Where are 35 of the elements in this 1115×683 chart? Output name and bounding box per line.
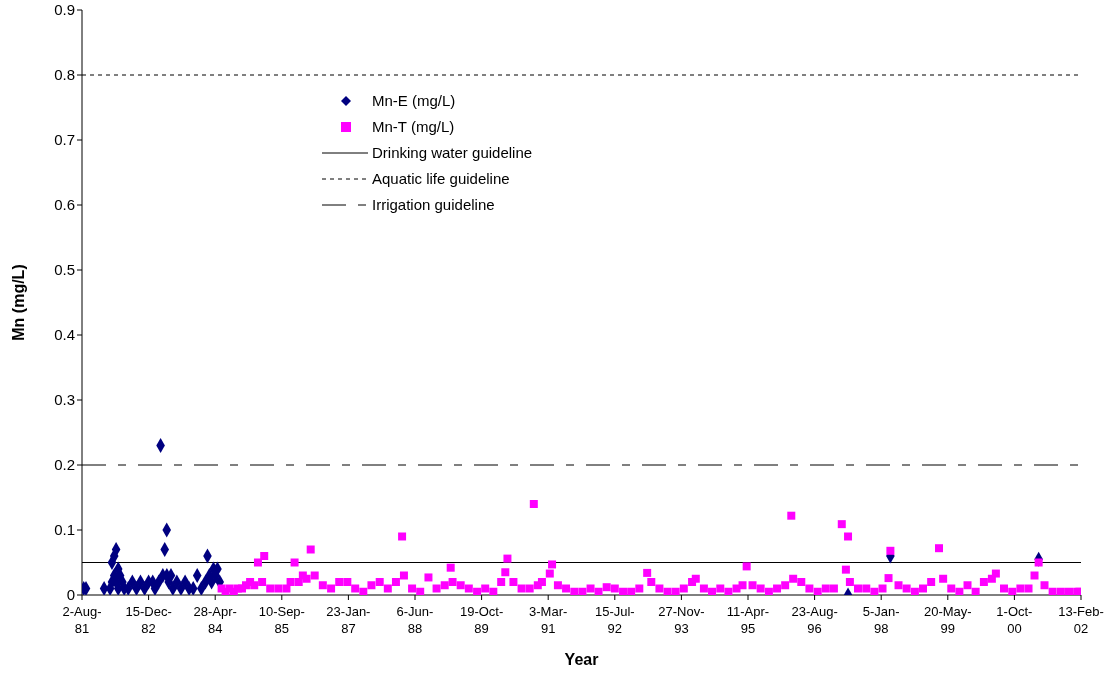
- x-tick-label: 6-Jun-88: [396, 604, 434, 636]
- point: [168, 581, 178, 595]
- x-tick-label: 1-Oct-00: [996, 604, 1033, 636]
- x-tick-label: 20-May-99: [923, 604, 972, 636]
- x-tick-label: 3-Mar-91: [529, 604, 568, 636]
- x-tick-label: 15-Jul-92: [594, 604, 635, 636]
- x-tick-label: 11-Apr-95: [726, 604, 770, 636]
- y-axis-title: Mn (mg/L): [9, 264, 27, 341]
- x-tick-label: 27-Nov-93: [658, 604, 705, 636]
- point: [176, 581, 186, 595]
- y-tick-label: 0.1: [54, 521, 75, 539]
- x-tick-label: 13-Feb-02: [1058, 604, 1104, 636]
- x-tick-label: 15-Dec-82: [125, 604, 172, 636]
- x-tick-label: 23-Aug-96: [791, 604, 838, 636]
- x-tick-label: 2-Aug-81: [62, 604, 102, 636]
- y-tick-label: 0.8: [54, 66, 75, 84]
- x-tick-label: 10-Sep-85: [258, 604, 305, 636]
- legend-label: Aquatic life guideline: [372, 169, 510, 189]
- x-tick-label: 19-Oct-89: [459, 604, 504, 636]
- y-tick-label: 0.6: [54, 196, 75, 214]
- y-tick-label: 0.5: [54, 261, 75, 279]
- y-tick-label: 0.7: [54, 131, 75, 149]
- x-axis-title: Year: [564, 651, 599, 668]
- legend-label: Mn-E (mg/L): [372, 91, 456, 111]
- x-tick-label: 23-Jan-87: [326, 604, 371, 636]
- x-tick-label: 28-Apr-84: [193, 604, 237, 636]
- y-tick-label: 0: [66, 586, 75, 604]
- legend-label: Mn-T (mg/L): [372, 117, 455, 137]
- y-tick-label: 0.2: [54, 456, 75, 474]
- y-tick-label: 0.4: [54, 326, 75, 344]
- x-tick-label: 5-Jan-98: [862, 604, 900, 636]
- legend-label: Drinking water guideline: [372, 143, 533, 163]
- y-tick-label: 0.3: [54, 391, 75, 409]
- legend-label: Irrigation guideline: [372, 195, 495, 215]
- y-tick-label: 0.9: [54, 1, 75, 19]
